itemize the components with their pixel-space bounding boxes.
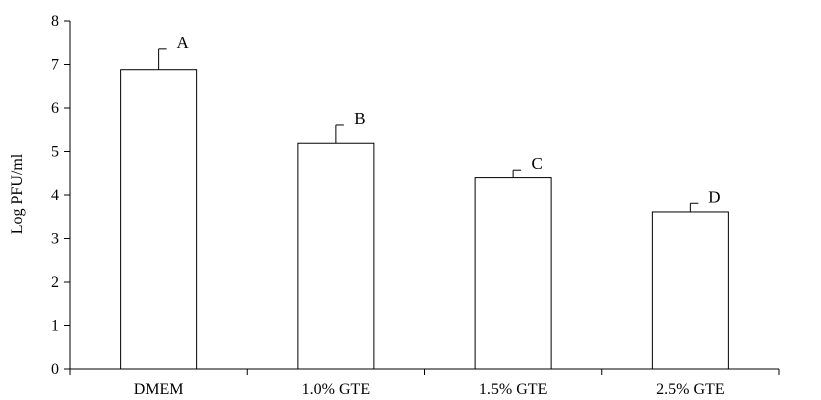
error-bar-1 <box>335 124 344 144</box>
category-label: 2.5% GTE <box>656 381 724 398</box>
category-label: 1.0% GTE <box>302 381 370 398</box>
y-tick-label: 6 <box>51 100 59 117</box>
y-tick-label: 0 <box>51 361 59 378</box>
significance-letter: D <box>708 187 720 206</box>
y-tick-label: 4 <box>51 187 59 204</box>
bar-1 <box>297 142 375 370</box>
bars-group <box>120 69 729 370</box>
significance-labels-group: A B C D <box>176 33 720 206</box>
y-ticks-group: 0 1 2 3 4 5 6 7 8 <box>51 13 70 378</box>
y-tick-label: 3 <box>51 231 59 248</box>
x-ticks-group: DMEM 1.0% GTE 1.5% GTE 2.5% GTE <box>69 369 780 398</box>
significance-letter: C <box>531 154 542 173</box>
error-bar-3 <box>689 202 699 212</box>
bar-3 <box>651 211 729 370</box>
y-tick-label: 7 <box>51 57 59 74</box>
y-axis-title: Log PFU/ml <box>9 153 26 234</box>
y-tick-label: 1 <box>51 318 59 335</box>
y-tick-label: 2 <box>51 274 59 291</box>
significance-letter: B <box>354 109 365 128</box>
category-label: 1.5% GTE <box>479 381 547 398</box>
y-tick-label: 8 <box>51 13 59 30</box>
y-tick-label: 5 <box>51 144 59 161</box>
category-label: DMEM <box>134 381 184 398</box>
error-bar-0 <box>158 48 167 70</box>
bar-0 <box>120 69 198 370</box>
error-bars-group <box>158 48 699 212</box>
bar-2 <box>474 177 552 370</box>
error-bar-2 <box>512 169 522 178</box>
significance-letter: A <box>176 33 189 52</box>
